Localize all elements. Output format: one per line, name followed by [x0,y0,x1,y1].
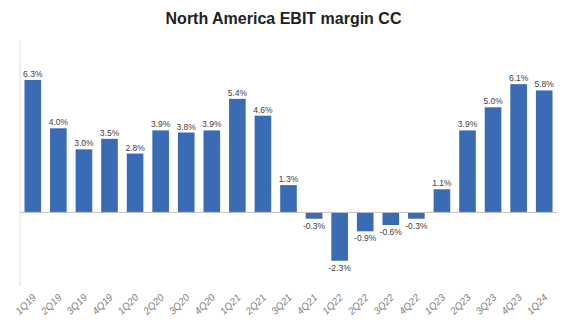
bar [152,130,169,212]
x-tick-label: 3Q20 [167,291,192,316]
bar [24,80,41,212]
x-tick-label: 4Q19 [90,291,115,316]
bar [127,154,144,213]
x-tick-label: 4Q21 [294,292,319,317]
x-tick-label: 4Q20 [192,291,217,316]
bar [101,139,118,213]
data-label: -0.3% [303,221,326,231]
data-label: 3.5% [100,128,120,138]
x-tick-label: 1Q24 [525,291,550,316]
data-label: 5.8% [535,79,555,89]
bar [459,130,476,212]
x-tick-label: 3Q23 [473,291,498,316]
bar [76,149,93,212]
x-tick-label: 1Q19 [13,291,38,316]
bar [331,212,348,260]
data-label: 2.8% [125,143,145,153]
data-labels: 6.3% 4.0% 3.0% 3.5% 2.8% 3.9% 3.8% 3.9% 5.4% 4.6%… [23,69,554,273]
bar [382,212,399,225]
bar [357,212,374,231]
x-tick-label: 2Q20 [140,291,166,317]
bar [306,212,323,218]
bar [255,116,272,213]
x-tick-label: 3Q19 [64,291,89,316]
data-label: 3.9% [202,119,222,129]
data-label: -0.9% [354,233,377,243]
bar [536,90,553,212]
data-label: 4.0% [49,117,69,127]
data-label: 3.8% [177,122,197,132]
data-label: 5.4% [228,88,248,98]
data-label: 4.6% [253,105,273,115]
bar [178,133,195,213]
data-label: 1.1% [432,178,452,188]
data-label: -0.6% [380,227,403,237]
data-label: 1.3% [279,174,299,184]
x-tick-label: 2Q22 [345,291,371,317]
x-tick-label: 3Q22 [371,291,396,316]
data-label: 3.9% [151,119,171,129]
zero-line [20,212,557,213]
x-tick-label: 3Q21 [269,292,294,317]
data-label: 3.9% [458,119,478,129]
data-label: 6.3% [23,69,43,79]
bar [434,189,451,212]
x-tick-label: 4Q23 [499,291,524,316]
data-label: 3.0% [74,138,94,148]
x-tick-label: 2Q23 [447,291,473,317]
data-label: 5.0% [483,96,503,106]
bar [280,185,297,212]
bar [50,128,67,212]
x-tick-label: 2Q19 [38,291,64,317]
chart-title: North America EBIT margin CC [166,10,402,27]
x-tick-label: 2Q21 [243,292,269,318]
x-tick-label: 1Q21 [218,292,243,317]
data-label: -0.3% [405,221,428,231]
x-tick-label: 4Q22 [397,291,422,316]
x-tick-label: 1Q23 [422,291,447,316]
chart-container: North America EBIT margin CC 6.3% 4.0% 3.0%… [0,0,567,332]
bar [408,212,425,218]
bar [229,99,246,213]
x-axis: 1Q192Q193Q194Q191Q202Q203Q204Q201Q212Q21… [13,291,550,317]
bar [485,107,502,212]
x-tick-label: 1Q20 [115,291,140,316]
y-axis-line [20,40,21,286]
bar [203,130,220,212]
chart-svg: North America EBIT margin CC 6.3% 4.0% 3.0%… [0,0,567,332]
bars [24,80,552,261]
bar [510,84,527,212]
x-tick-label: 1Q22 [320,291,345,316]
data-label: -2.3% [329,263,352,273]
data-label: 6.1% [509,73,529,83]
